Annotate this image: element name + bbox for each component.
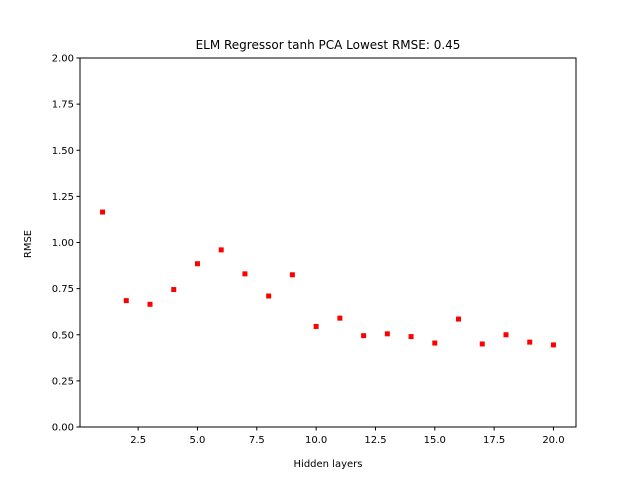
x-tick-label: 15.0 <box>424 435 446 446</box>
data-point <box>289 272 295 278</box>
data-point <box>123 298 129 304</box>
y-tick-label: 0.00 <box>52 423 74 434</box>
x-tick-label: 5.0 <box>190 435 206 446</box>
x-tick-label: 10.0 <box>305 435 327 446</box>
data-point <box>218 247 224 253</box>
y-tick-label: 1.50 <box>52 146 74 157</box>
x-tick-label: 2.5 <box>130 435 146 446</box>
x-tick-label: 7.5 <box>249 435 265 446</box>
data-point <box>100 209 106 215</box>
x-tick-label: 12.5 <box>364 435 386 446</box>
data-point <box>361 333 367 339</box>
data-point <box>456 316 462 322</box>
x-axis: 2.5 5.0 7.5 10.0 12.5 15.0 17.5 20.0 <box>130 427 565 446</box>
data-point <box>147 301 153 307</box>
data-point <box>171 287 177 293</box>
data-point <box>337 315 343 321</box>
scatter-series <box>100 209 556 348</box>
data-point <box>408 334 414 340</box>
x-tick-label: 20.0 <box>542 435 564 446</box>
y-tick-label: 1.25 <box>52 192 74 203</box>
data-point <box>432 340 438 346</box>
data-point <box>242 271 248 277</box>
y-tick-label: 2.00 <box>52 54 74 65</box>
y-axis: 0.00 0.25 0.50 0.75 1.00 1.25 1.50 1.75 2.00 <box>52 54 80 434</box>
data-point <box>384 331 390 337</box>
y-tick-label: 1.75 <box>52 100 74 111</box>
chart-title: ELM Regressor tanh PCA Lowest RMSE: 0.45 <box>196 38 461 52</box>
data-point <box>550 342 556 348</box>
data-point <box>266 293 272 299</box>
data-point <box>527 339 533 345</box>
y-tick-label: 0.75 <box>52 284 74 295</box>
data-point <box>194 261 200 267</box>
x-axis-label: Hidden layers <box>294 459 363 470</box>
y-tick-label: 0.25 <box>52 376 74 387</box>
x-tick-label: 17.5 <box>483 435 505 446</box>
data-point <box>313 323 319 329</box>
y-tick-label: 1.00 <box>52 238 74 249</box>
y-axis-label: RMSE <box>23 230 34 258</box>
plot-frame <box>79 57 577 428</box>
y-tick-label: 0.50 <box>52 330 74 341</box>
data-point <box>479 341 485 347</box>
data-point <box>503 332 509 338</box>
